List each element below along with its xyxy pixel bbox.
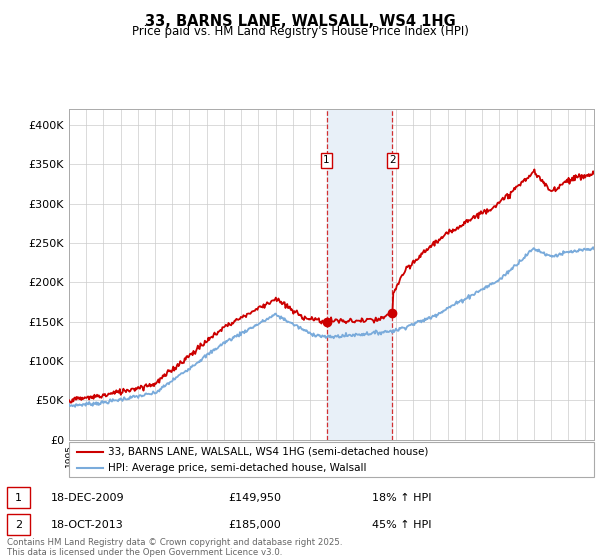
Text: 18% ↑ HPI: 18% ↑ HPI [372,493,431,503]
Text: 18-OCT-2013: 18-OCT-2013 [51,520,124,530]
Text: 1: 1 [15,493,22,503]
Text: 1: 1 [323,155,330,165]
Text: 45% ↑ HPI: 45% ↑ HPI [372,520,431,530]
Text: Contains HM Land Registry data © Crown copyright and database right 2025.
This d: Contains HM Land Registry data © Crown c… [7,538,343,557]
Text: £149,950: £149,950 [228,493,281,503]
Text: £185,000: £185,000 [228,520,281,530]
Text: 33, BARNS LANE, WALSALL, WS4 1HG (semi-detached house): 33, BARNS LANE, WALSALL, WS4 1HG (semi-d… [109,447,429,457]
Text: 33, BARNS LANE, WALSALL, WS4 1HG: 33, BARNS LANE, WALSALL, WS4 1HG [145,14,455,29]
Text: 18-DEC-2009: 18-DEC-2009 [51,493,125,503]
FancyBboxPatch shape [69,442,594,477]
Text: HPI: Average price, semi-detached house, Walsall: HPI: Average price, semi-detached house,… [109,463,367,473]
Text: 2: 2 [389,155,396,165]
Text: 2: 2 [15,520,22,530]
Text: Price paid vs. HM Land Registry's House Price Index (HPI): Price paid vs. HM Land Registry's House … [131,25,469,38]
Bar [326,109,392,440]
